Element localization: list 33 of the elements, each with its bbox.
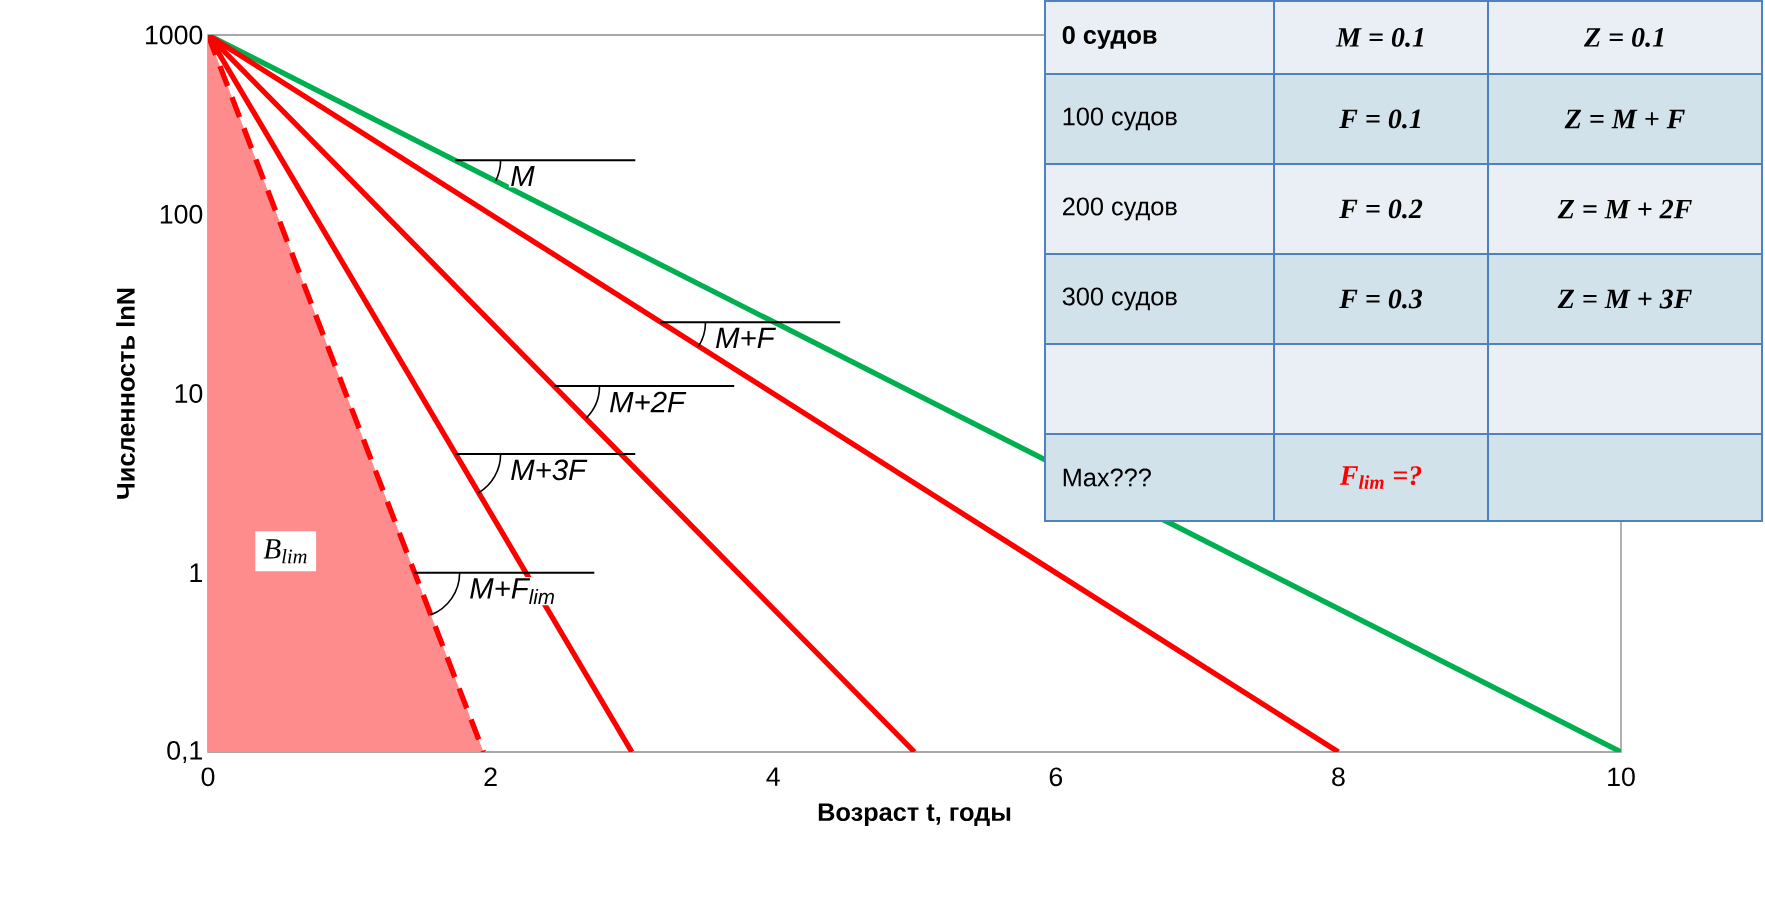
annotation: M+2F bbox=[610, 391, 687, 413]
y-tick-label: 10 bbox=[175, 384, 203, 403]
x-tick-label: 8 bbox=[1332, 767, 1345, 787]
annotation: Z = M + 2F bbox=[1557, 199, 1692, 219]
annotation: M+3F bbox=[511, 459, 588, 481]
annotation: F = 0.3 bbox=[1339, 289, 1423, 309]
annotation: 100 судов bbox=[1063, 107, 1177, 131]
y-tick-label: 1 bbox=[190, 563, 202, 582]
annotation: F = 0.2 bbox=[1339, 199, 1423, 219]
y-tick-label: 100 bbox=[160, 204, 203, 224]
x-tick-label: 4 bbox=[766, 767, 780, 786]
annotation: Z = M + F bbox=[1564, 109, 1685, 129]
annotation: F$_{lim}$ =? bbox=[1339, 466, 1422, 489]
x-axis-title: Возраст t, годы bbox=[818, 803, 1011, 827]
annotation: B$_{lim}$ bbox=[263, 539, 307, 564]
y-tick-label: 1000 bbox=[146, 25, 203, 45]
annotation: Max??? bbox=[1063, 468, 1151, 487]
x-tick-label: 0 bbox=[201, 767, 215, 787]
x-tick-label: 2 bbox=[484, 767, 497, 786]
x-tick-label: 6 bbox=[1049, 767, 1063, 787]
annotation: 300 судов bbox=[1062, 287, 1177, 311]
annotation: M = 0.1 bbox=[1335, 27, 1424, 47]
y-axis-title: Численность lnN bbox=[116, 288, 135, 499]
annotation: Z = 0.1 bbox=[1583, 27, 1664, 47]
annotation: 0 судов bbox=[1062, 26, 1157, 49]
annotation: Z = M + 3F bbox=[1557, 289, 1692, 309]
annotation: M bbox=[511, 165, 535, 187]
annotation: M+F$_{lim}$ bbox=[470, 578, 554, 604]
x-tick-label: 10 bbox=[1608, 767, 1635, 787]
annotation: M+F bbox=[716, 327, 776, 348]
annotation: 200 судов bbox=[1063, 197, 1177, 221]
annotation: F = 0.1 bbox=[1339, 109, 1421, 129]
y-tick-label: 0,1 bbox=[167, 740, 202, 764]
